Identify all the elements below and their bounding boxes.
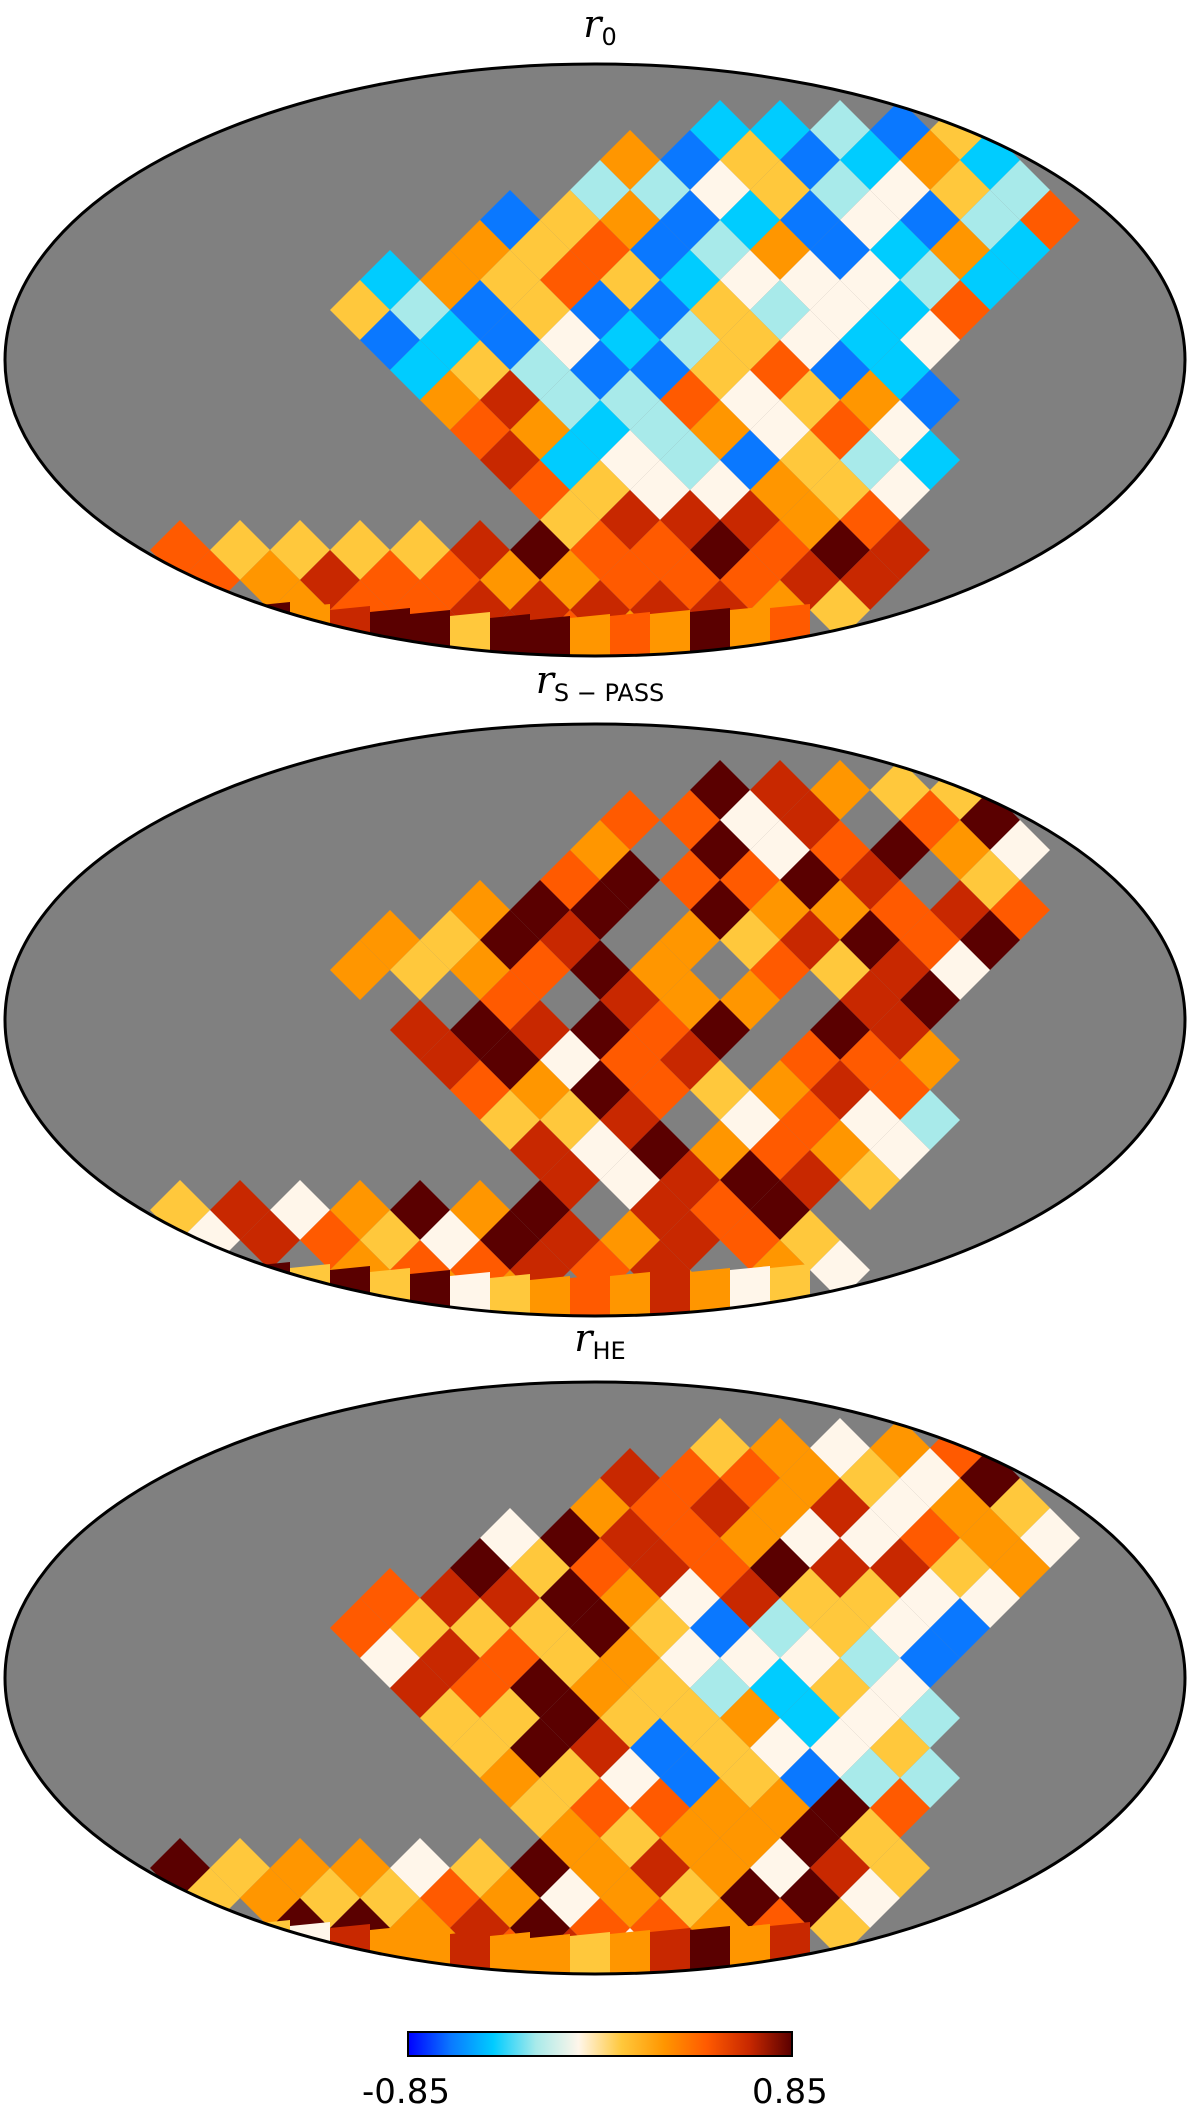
map-pixel bbox=[370, 1926, 410, 1970]
map-pixel bbox=[290, 604, 330, 648]
map-pixel bbox=[650, 610, 690, 654]
title-symbol: r bbox=[583, 2, 602, 46]
map-pixel bbox=[840, 1150, 900, 1210]
map-pixel bbox=[240, 1210, 300, 1270]
map-pixel bbox=[690, 608, 730, 652]
map-pixel bbox=[730, 1266, 770, 1310]
map-pixel bbox=[610, 612, 650, 656]
map-pixel bbox=[570, 1932, 610, 1974]
map-pixel bbox=[450, 1930, 490, 1974]
colorbar: -0.85 0.85 bbox=[0, 2020, 1200, 2118]
mollweide-map-r0 bbox=[3, 62, 1187, 658]
panel-title-r-spass: rS − PASS bbox=[0, 660, 1200, 713]
map-pixel bbox=[570, 614, 610, 656]
map-pixel bbox=[570, 1274, 610, 1316]
map-pixels bbox=[150, 100, 1080, 656]
map-pixel bbox=[610, 1930, 650, 1974]
map-outline bbox=[3, 1380, 1187, 1976]
map-pixel bbox=[650, 1270, 690, 1314]
map-pixel bbox=[390, 940, 450, 1000]
map-pixel bbox=[370, 608, 410, 652]
map-pixel bbox=[730, 606, 770, 650]
map-pixel bbox=[690, 1268, 730, 1312]
map-pixel bbox=[690, 1926, 730, 1970]
map-outline bbox=[3, 62, 1187, 658]
panel-title-r0: r0 bbox=[0, 4, 1200, 57]
map-pixel bbox=[530, 616, 570, 656]
title-symbol: r bbox=[574, 1316, 593, 1360]
map-pixel bbox=[730, 1924, 770, 1968]
map-pixel bbox=[650, 1928, 690, 1972]
title-subscript: HE bbox=[592, 1336, 626, 1365]
mollweide-map-r-spass bbox=[3, 722, 1187, 1318]
map-pixel bbox=[450, 612, 490, 656]
colorbar-gradient bbox=[407, 2031, 793, 2057]
map-pixel bbox=[530, 1276, 570, 1316]
colorbar-max-label: 0.85 bbox=[752, 2072, 828, 2112]
colorbar-min-label: -0.85 bbox=[362, 2072, 450, 2112]
map-pixel bbox=[530, 1934, 570, 1974]
map-pixel bbox=[450, 1272, 490, 1316]
map-pixels bbox=[150, 1418, 1080, 1974]
title-subscript: 0 bbox=[601, 22, 617, 51]
map-pixel bbox=[490, 614, 530, 656]
title-symbol: r bbox=[535, 658, 554, 702]
map-outline bbox=[3, 722, 1187, 1318]
mollweide-map-r-he bbox=[3, 1380, 1187, 1976]
map-pixel bbox=[290, 1922, 330, 1966]
map-pixel bbox=[330, 940, 390, 1000]
panel-title-r-he: rHE bbox=[0, 1318, 1200, 1371]
map-pixel bbox=[290, 1264, 330, 1308]
map-pixel bbox=[490, 1932, 530, 1974]
map-pixel bbox=[490, 1274, 530, 1316]
map-pixel bbox=[370, 1268, 410, 1312]
title-subscript: S − PASS bbox=[553, 678, 665, 707]
map-pixel bbox=[610, 1272, 650, 1316]
